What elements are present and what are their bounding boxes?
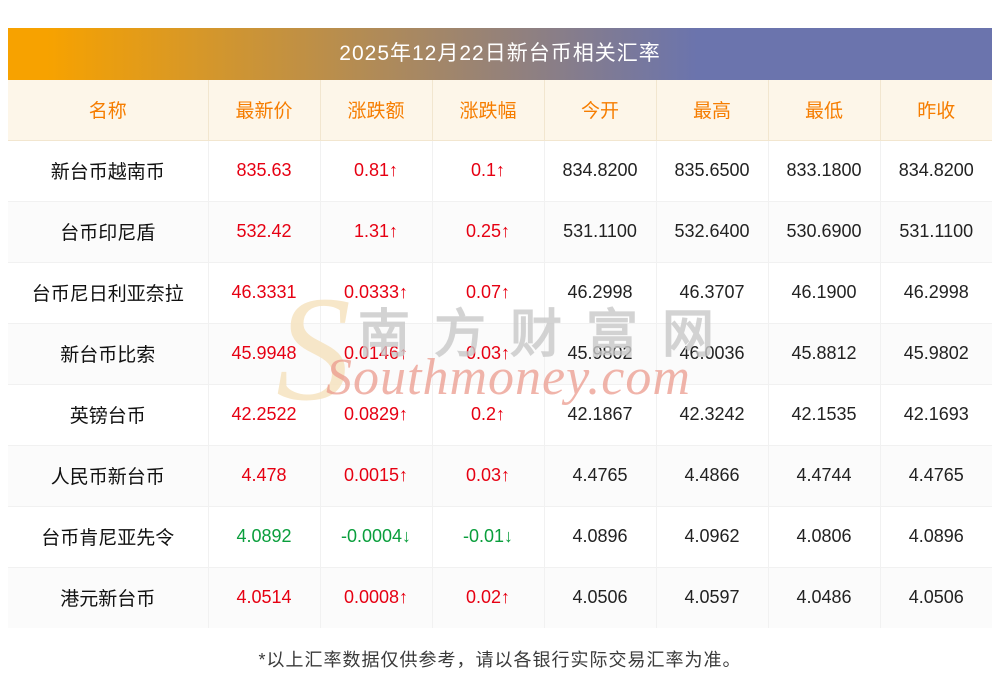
rate-table-body: 新台币越南币 835.63 0.81↑ 0.1↑ 834.8200 835.6500 833… [7,139,993,629]
latest-price-cell: 45.9948 [207,322,321,385]
change-amount-cell: 0.0829↑ [319,383,433,446]
change-amount-cell: -0.0004↓ [319,505,433,568]
change-percent-cell: 0.03↑ [431,322,545,385]
prev-close-cell: 4.0896 [879,505,993,568]
name-cell: 港元新台币 [7,566,209,629]
open-cell: 4.4765 [543,444,657,507]
low-cell: 46.1900 [767,261,881,324]
high-cell: 4.0597 [655,566,769,629]
table-row: 港元新台币 4.0514 0.0008↑ 0.02↑ 4.0506 4.0597 4.048… [7,566,993,629]
name-cell: 台币肯尼亚先令 [7,505,209,568]
high-cell: 46.3707 [655,261,769,324]
change-percent-cell: 0.2↑ [431,383,545,446]
rate-table-header-row: 名称 最新价 涨跌额 涨跌幅 今开 最高 最低 昨收 [7,79,993,141]
column-header: 最低 [767,79,881,141]
low-cell: 42.1535 [767,383,881,446]
low-cell: 45.8812 [767,322,881,385]
change-amount-cell: 0.81↑ [319,139,433,202]
high-cell: 532.6400 [655,200,769,263]
name-cell: 台币尼日利亚奈拉 [7,261,209,324]
change-percent-cell: -0.01↓ [431,505,545,568]
table-row: 新台币越南币 835.63 0.81↑ 0.1↑ 834.8200 835.6500 833… [7,139,993,202]
column-header: 涨跌幅 [431,79,545,141]
column-header: 最高 [655,79,769,141]
open-cell: 4.0896 [543,505,657,568]
footer-note: *以上汇率数据仅供参考，请以各银行实际交易汇率为准。 [258,650,742,670]
change-percent-cell: 0.1↑ [431,139,545,202]
name-cell: 新台币越南币 [7,139,209,202]
open-cell: 46.2998 [543,261,657,324]
open-cell: 834.8200 [543,139,657,202]
high-cell: 4.4866 [655,444,769,507]
low-cell: 4.4744 [767,444,881,507]
open-cell: 42.1867 [543,383,657,446]
rate-table: 名称 最新价 涨跌额 涨跌幅 今开 最高 最低 昨收 新台币越南币 835.63 0.81↑ 0.1… [7,79,993,629]
name-cell: 人民币新台币 [7,444,209,507]
low-cell: 4.0486 [767,566,881,629]
table-row: 台币印尼盾 532.42 1.31↑ 0.25↑ 531.1100 532.6400 530… [7,200,993,263]
high-cell: 46.0036 [655,322,769,385]
low-cell: 833.1800 [767,139,881,202]
low-cell: 530.6900 [767,200,881,263]
change-amount-cell: 0.0008↑ [319,566,433,629]
change-percent-cell: 0.03↑ [431,444,545,507]
prev-close-cell: 834.8200 [879,139,993,202]
latest-price-cell: 532.42 [207,200,321,263]
banner-title: 2025年12月22日新台币相关汇率 [339,42,661,65]
table-row: 台币尼日利亚奈拉 46.3331 0.0333↑ 0.07↑ 46.2998 46.370… [7,261,993,324]
high-cell: 835.6500 [655,139,769,202]
high-cell: 4.0962 [655,505,769,568]
change-percent-cell: 0.02↑ [431,566,545,629]
latest-price-cell: 4.0514 [207,566,321,629]
column-header: 最新价 [207,79,321,141]
change-amount-cell: 1.31↑ [319,200,433,263]
name-cell: 英镑台币 [7,383,209,446]
low-cell: 4.0806 [767,505,881,568]
table-row: 英镑台币 42.2522 0.0829↑ 0.2↑ 42.1867 42.3242 42.1… [7,383,993,446]
name-cell: 台币印尼盾 [7,200,209,263]
column-header: 昨收 [879,79,993,141]
change-amount-cell: 0.0333↑ [319,261,433,324]
name-cell: 新台币比索 [7,322,209,385]
change-amount-cell: 0.0146↑ [319,322,433,385]
open-cell: 531.1100 [543,200,657,263]
prev-close-cell: 45.9802 [879,322,993,385]
latest-price-cell: 42.2522 [207,383,321,446]
prev-close-cell: 4.4765 [879,444,993,507]
change-amount-cell: 0.0015↑ [319,444,433,507]
latest-price-cell: 835.63 [207,139,321,202]
column-header: 名称 [7,79,209,141]
table-row: 台币肯尼亚先令 4.0892 -0.0004↓ -0.01↓ 4.0896 4.0962 4… [7,505,993,568]
prev-close-cell: 531.1100 [879,200,993,263]
column-header: 涨跌额 [319,79,433,141]
open-cell: 45.9802 [543,322,657,385]
prev-close-cell: 46.2998 [879,261,993,324]
prev-close-cell: 42.1693 [879,383,993,446]
latest-price-cell: 46.3331 [207,261,321,324]
table-row: 人民币新台币 4.478 0.0015↑ 0.03↑ 4.4765 4.4866 4.474… [7,444,993,507]
high-cell: 42.3242 [655,383,769,446]
open-cell: 4.0506 [543,566,657,629]
latest-price-cell: 4.478 [207,444,321,507]
change-percent-cell: 0.25↑ [431,200,545,263]
prev-close-cell: 4.0506 [879,566,993,629]
table-row: 新台币比索 45.9948 0.0146↑ 0.03↑ 45.9802 46.0036 45… [7,322,993,385]
change-percent-cell: 0.07↑ [431,261,545,324]
column-header: 今开 [543,79,657,141]
latest-price-cell: 4.0892 [207,505,321,568]
banner: 2025年12月22日新台币相关汇率 [8,28,992,80]
